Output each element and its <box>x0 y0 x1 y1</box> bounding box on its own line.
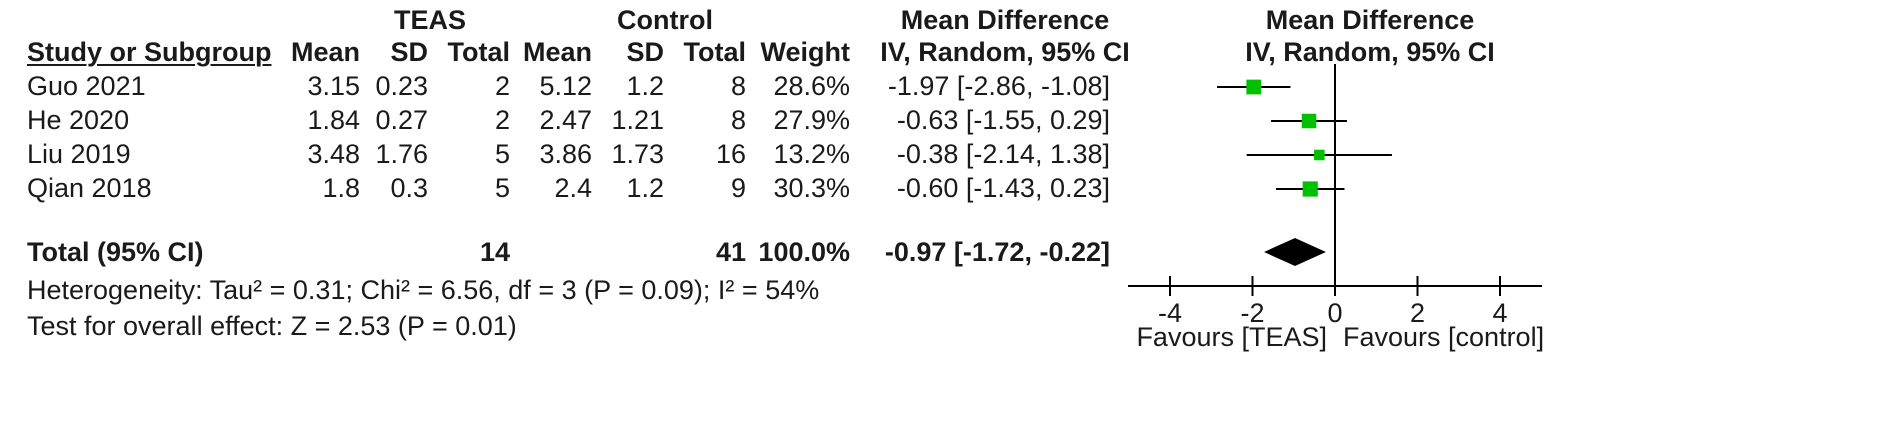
mean1-cell: 1.8 <box>322 173 360 203</box>
total1-sum: 14 <box>479 237 510 267</box>
weight-cell: 27.9% <box>773 105 850 135</box>
total2-column-header: Total <box>683 37 747 67</box>
study-name: Guo 2021 <box>27 71 146 101</box>
md-plot-subheader: IV, Random, 95% CI <box>1245 37 1495 67</box>
sd1-column-header: SD <box>390 37 428 67</box>
x-tick-label: 4 <box>1492 298 1507 328</box>
ci-cell: -0.38 [-2.14, 1.38] <box>896 139 1110 169</box>
study-name: Qian 2018 <box>27 173 152 203</box>
heterogeneity-text: Heterogeneity: Tau² = 0.31; Chi² = 6.56,… <box>27 275 820 305</box>
effect-marker <box>1314 149 1325 161</box>
sd1-cell: 0.3 <box>390 173 428 203</box>
total-label: Total (95% CI) <box>27 237 204 267</box>
total1-cell: 5 <box>494 139 510 169</box>
teas-group-header: TEAS <box>393 5 466 35</box>
md-column-subheader: IV, Random, 95% CI <box>880 37 1130 67</box>
total-ci: -0.97 [-1.72, -0.22] <box>884 237 1110 267</box>
favours-control-label: Favours [control] <box>1343 322 1544 352</box>
mean2-cell: 2.47 <box>539 105 592 135</box>
total2-cell: 8 <box>730 105 746 135</box>
sd2-cell: 1.2 <box>626 71 664 101</box>
sd2-cell: 1.21 <box>611 105 664 135</box>
total1-cell: 5 <box>494 173 510 203</box>
mean1-column-header: Mean <box>290 37 360 67</box>
total1-cell: 2 <box>494 71 510 101</box>
total1-column-header: Total <box>447 37 511 67</box>
total2-cell: 9 <box>730 173 746 203</box>
effect-marker <box>1301 113 1317 129</box>
mean1-cell: 3.15 <box>307 71 360 101</box>
total-weight: 100.0% <box>758 237 850 267</box>
control-group-header: Control <box>617 5 713 35</box>
mean2-column-header: Mean <box>522 37 592 67</box>
sd2-cell: 1.73 <box>611 139 664 169</box>
sd1-cell: 1.76 <box>375 139 428 169</box>
sd2-column-header: SD <box>626 37 664 67</box>
weight-cell: 30.3% <box>773 173 850 203</box>
sd1-cell: 0.27 <box>375 105 428 135</box>
total2-sum: 41 <box>715 237 746 267</box>
favours-teas-label: Favours [TEAS] <box>1136 322 1327 352</box>
sd2-cell: 1.2 <box>626 173 664 203</box>
study-name: Liu 2019 <box>27 139 131 169</box>
x-tick-label: 0 <box>1327 298 1342 328</box>
overall-effect-text: Test for overall effect: Z = 2.53 (P = 0… <box>27 311 517 341</box>
total1-cell: 2 <box>494 105 510 135</box>
x-tick-label: -2 <box>1240 298 1264 328</box>
md-plot-header: Mean Difference <box>1265 5 1475 35</box>
mean2-cell: 3.86 <box>539 139 592 169</box>
mean2-cell: 5.12 <box>539 71 592 101</box>
weight-column-header: Weight <box>760 37 851 67</box>
mean1-cell: 1.84 <box>307 105 360 135</box>
total2-cell: 16 <box>715 139 746 169</box>
weight-cell: 13.2% <box>773 139 850 169</box>
sd1-cell: 0.23 <box>375 71 428 101</box>
x-tick-label: 2 <box>1410 298 1425 328</box>
x-tick-label: -4 <box>1158 298 1182 328</box>
total2-cell: 8 <box>730 71 746 101</box>
study-column-header: Study or Subgroup <box>27 37 272 67</box>
weight-cell: 28.6% <box>773 71 850 101</box>
mean2-cell: 2.4 <box>554 173 592 203</box>
md-column-header: Mean Difference <box>900 5 1110 35</box>
study-name: He 2020 <box>27 105 130 135</box>
pooled-diamond <box>1264 238 1326 266</box>
mean1-cell: 3.48 <box>307 139 360 169</box>
ci-cell: -1.97 [-2.86, -1.08] <box>887 71 1110 101</box>
effect-marker <box>1246 79 1262 95</box>
ci-cell: -0.63 [-1.55, 0.29] <box>896 105 1110 135</box>
ci-cell: -0.60 [-1.43, 0.23] <box>896 173 1110 203</box>
effect-marker <box>1302 181 1318 197</box>
